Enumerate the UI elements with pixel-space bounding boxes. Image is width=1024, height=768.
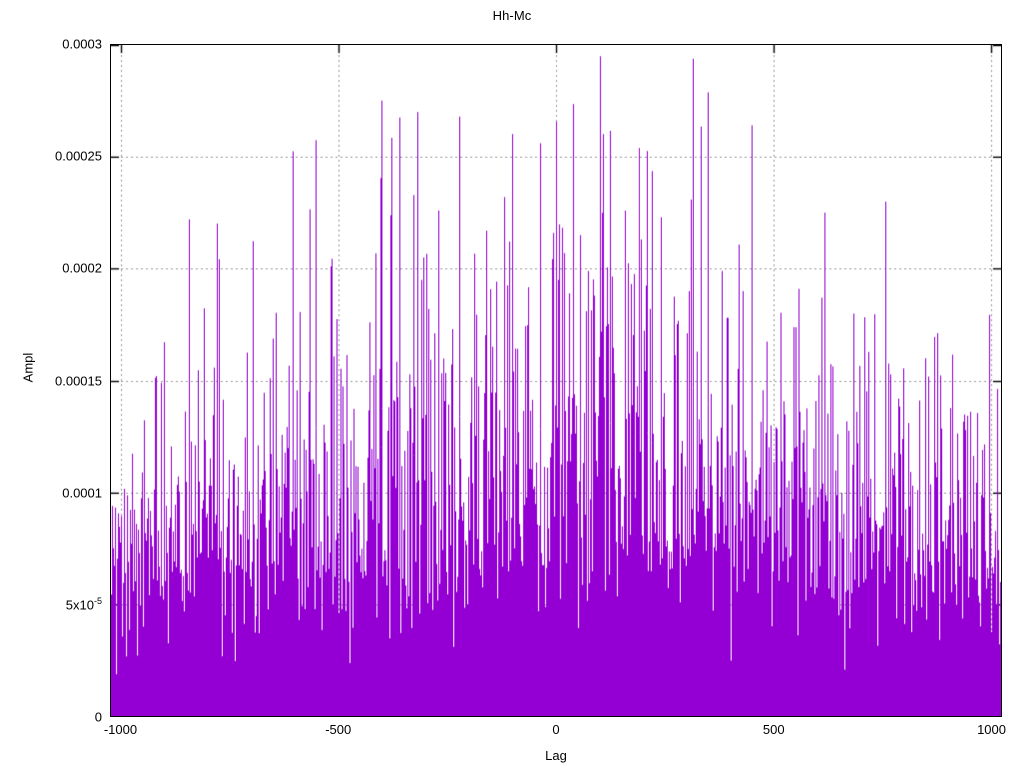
y-tick-label: 0.00015 (55, 373, 102, 388)
x-tick-label: -500 (325, 722, 352, 737)
y-tick-label: 0.0003 (62, 36, 102, 52)
x-tick-label: -1000 (103, 722, 138, 737)
y-tick-label: 5x10-5 (65, 596, 102, 613)
impulse-series-canvas (111, 45, 1001, 716)
y-tick-label: 0.0001 (62, 485, 102, 501)
x-tick-label: 0 (552, 722, 560, 737)
chart-title: Hh-Mc (492, 8, 532, 23)
x-tick-label: 500 (762, 722, 785, 737)
y-tick-label: 0.00025 (55, 148, 102, 164)
plot-area (110, 44, 1002, 717)
x-axis-label: Lag (545, 748, 567, 763)
y-tick-label: 0.0002 (62, 260, 102, 276)
y-tick-label: 0 (94, 709, 102, 725)
x-tick-label: 1000 (977, 722, 1006, 737)
